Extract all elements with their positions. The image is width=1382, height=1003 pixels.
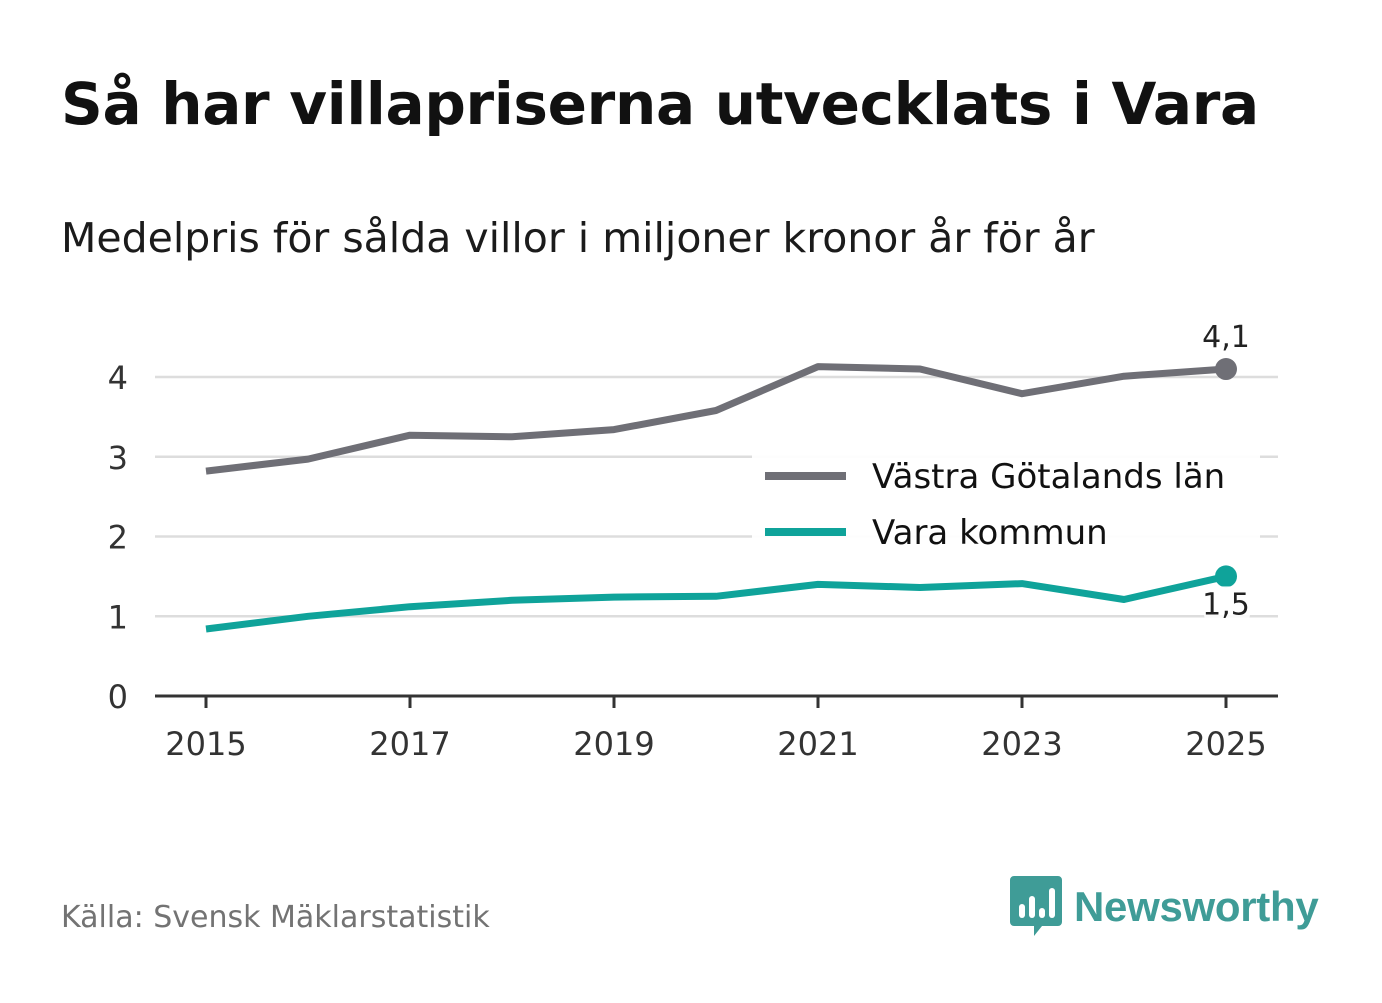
y-tick-label: 2 <box>108 519 128 557</box>
source-note: Källa: Svensk Mäklarstatistik <box>61 900 490 935</box>
y-tick-label: 1 <box>108 598 128 636</box>
end-marker-västra-götalands-län <box>1215 358 1237 381</box>
end-label-halo <box>1204 586 1250 623</box>
x-tick-label: 2021 <box>777 725 858 763</box>
end-label-vara-kommun: 1,5 <box>1202 587 1250 622</box>
bar-chart-speech-bubble-icon <box>1010 876 1062 936</box>
y-tick-label: 3 <box>108 439 128 477</box>
series-line-västra-götalands-län <box>205 363 1227 475</box>
series-line-vara-kommun <box>205 572 1227 633</box>
brand-name: Newsworthy <box>1074 883 1319 930</box>
end-marker-vara-kommun <box>1215 565 1237 588</box>
chart-title: Så har villapriserna utvecklats i Vara <box>61 70 1259 138</box>
x-tick-label: 2019 <box>573 725 654 763</box>
x-tick-label: 2017 <box>369 725 450 763</box>
y-tick-label: 4 <box>108 359 128 397</box>
legend-background <box>752 446 1260 564</box>
x-tick-label: 2015 <box>165 725 246 763</box>
x-tick-label: 2025 <box>1185 725 1266 763</box>
x-tick-label: 2023 <box>981 725 1062 763</box>
legend-label-1: Vara kommun <box>872 513 1108 553</box>
legend-label-0: Västra Götalands län <box>872 457 1225 497</box>
chart-subtitle: Medelpris för sålda villor i miljoner kr… <box>61 214 1095 262</box>
end-label-västra-götalands-län: 4,1 <box>1202 320 1250 355</box>
y-tick-label: 0 <box>108 678 128 716</box>
brand-logo[interactable]: Newsworthy <box>1010 876 1319 938</box>
